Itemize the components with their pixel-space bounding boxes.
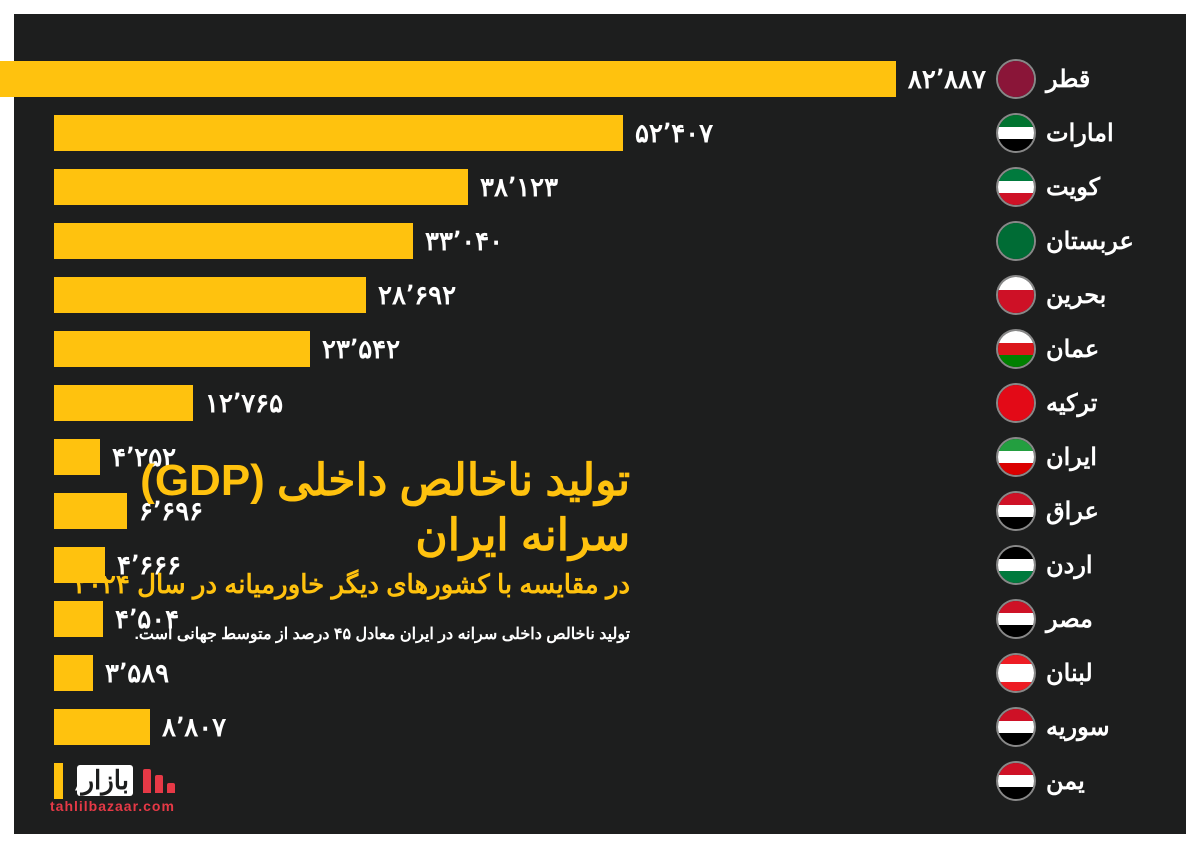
bar-wrap: ۳۸٬۱۲۳	[54, 169, 986, 205]
country-label: ایران	[1046, 443, 1146, 472]
chart-row: عربستان ۳۳٬۰۴۰	[54, 216, 1146, 266]
chart-row: ترکیه ۱۲٬۷۶۵	[54, 378, 1146, 428]
bar	[54, 709, 150, 745]
chart-row: سوریه ۸٬۸۰۷	[54, 702, 1146, 752]
bar-wrap: ۵۲٬۴۰۷	[54, 115, 986, 151]
chart-subtitle: در مقایسه با کشورهای دیگر خاورمیانه در س…	[74, 569, 630, 600]
flag-icon	[996, 437, 1036, 477]
chart-row: کویت ۳۸٬۱۲۳	[54, 162, 1146, 212]
bar-value: ۲۸٬۶۹۲	[378, 280, 456, 311]
chart-row: یمن ۸۷۴	[54, 756, 1146, 806]
bar-wrap: ۳۳٬۰۴۰	[54, 223, 986, 259]
bar-value: ۲۳٬۵۴۲	[322, 334, 400, 365]
flag-icon	[996, 599, 1036, 639]
country-label: عربستان	[1046, 227, 1146, 256]
bar-value: ۳۳٬۰۴۰	[425, 226, 503, 257]
flag-icon	[996, 761, 1036, 801]
flag-icon	[996, 491, 1036, 531]
flag-icon	[996, 113, 1036, 153]
bar	[54, 331, 310, 367]
chart-row: لبنان ۳٬۵۸۹	[54, 648, 1146, 698]
flag-icon	[996, 545, 1036, 585]
bar-wrap: ۸٬۸۰۷	[54, 709, 986, 745]
country-label: ترکیه	[1046, 389, 1146, 418]
flag-icon	[996, 707, 1036, 747]
bar	[54, 277, 366, 313]
flag-icon	[996, 329, 1036, 369]
bar-wrap: ۱۲٬۷۶۵	[54, 385, 986, 421]
bar-value: ۳۸٬۱۲۳	[480, 172, 558, 203]
chart-row: بحرین ۲۸٬۶۹۲	[54, 270, 1146, 320]
bar-wrap: ۳٬۵۸۹	[54, 655, 986, 691]
bar-value: ۸٬۸۰۷	[162, 712, 226, 743]
bar-value: ۳٬۵۸۹	[105, 658, 169, 689]
country-label: کویت	[1046, 173, 1146, 202]
country-label: بحرین	[1046, 281, 1146, 310]
bar-wrap: ۸۲٬۸۸۷	[0, 61, 986, 97]
flag-icon	[996, 275, 1036, 315]
flag-icon	[996, 221, 1036, 261]
chart-row: قطر ۸۲٬۸۸۷	[54, 54, 1146, 104]
bar-wrap: ۸۷۴	[54, 763, 986, 799]
bar-value: ۱۲٬۷۶۵	[205, 388, 283, 419]
country-label: قطر	[1046, 65, 1146, 94]
logo-url: tahlilbazaar.com	[50, 798, 175, 814]
bar	[54, 385, 193, 421]
bar	[54, 169, 468, 205]
bar	[0, 61, 896, 97]
country-label: یمن	[1046, 767, 1146, 796]
country-label: مصر	[1046, 605, 1146, 634]
flag-icon	[996, 167, 1036, 207]
flag-icon	[996, 59, 1036, 99]
flag-icon	[996, 653, 1036, 693]
bar-wrap: ۲۳٬۵۴۲	[54, 331, 986, 367]
bar-wrap: ۲۸٬۶۹۲	[54, 277, 986, 313]
flag-icon	[996, 383, 1036, 423]
country-label: امارات	[1046, 119, 1146, 148]
chart-row: امارات ۵۲٬۴۰۷	[54, 108, 1146, 158]
chart-row: عمان ۲۳٬۵۴۲	[54, 324, 1146, 374]
bar	[54, 223, 413, 259]
country-label: اردن	[1046, 551, 1146, 580]
country-label: سوریه	[1046, 713, 1146, 742]
logo-brand: بازار	[77, 765, 133, 796]
bar	[54, 115, 623, 151]
source-logo: بازار tahlilbazaar.com	[50, 765, 175, 814]
country-label: لبنان	[1046, 659, 1146, 688]
chart-note: تولید ناخالص داخلی سرانه در ایران معادل …	[74, 624, 630, 644]
country-label: عراق	[1046, 497, 1146, 526]
gdp-bar-chart: قطر ۸۲٬۸۸۷ امارات ۵۲٬۴۰۷ کویت ۳۸٬۱۲۳ عربستان ۳۳…	[54, 54, 1146, 810]
chart-title-line2: سرانه ایران	[74, 508, 630, 563]
bar-value: ۵۲٬۴۰۷	[635, 118, 713, 149]
logo-mark-icon	[139, 769, 175, 793]
title-block: تولید ناخالص داخلی (GDP) سرانه ایران در …	[74, 453, 630, 644]
bar	[54, 655, 93, 691]
country-label: عمان	[1046, 335, 1146, 364]
bar-value: ۸۲٬۸۸۷	[908, 64, 986, 95]
chart-title-line1: تولید ناخالص داخلی (GDP)	[74, 453, 630, 508]
